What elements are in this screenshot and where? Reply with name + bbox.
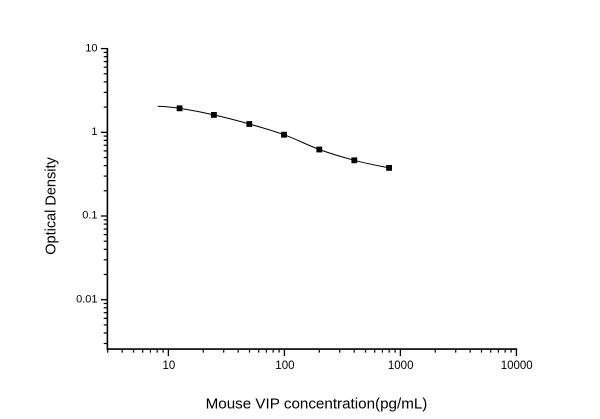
svg-text:1000: 1000 xyxy=(388,360,414,372)
svg-text:Mouse VIP concentration(pg/mL): Mouse VIP concentration(pg/mL) xyxy=(206,396,428,413)
svg-text:10: 10 xyxy=(163,360,176,372)
svg-text:0.01: 0.01 xyxy=(76,293,97,305)
svg-text:1: 1 xyxy=(91,126,97,138)
svg-text:100: 100 xyxy=(275,360,294,372)
svg-text:10: 10 xyxy=(85,42,97,54)
svg-text:Optical Density: Optical Density xyxy=(44,157,60,255)
svg-text:0.1: 0.1 xyxy=(82,210,97,222)
svg-text:10000: 10000 xyxy=(501,360,533,372)
